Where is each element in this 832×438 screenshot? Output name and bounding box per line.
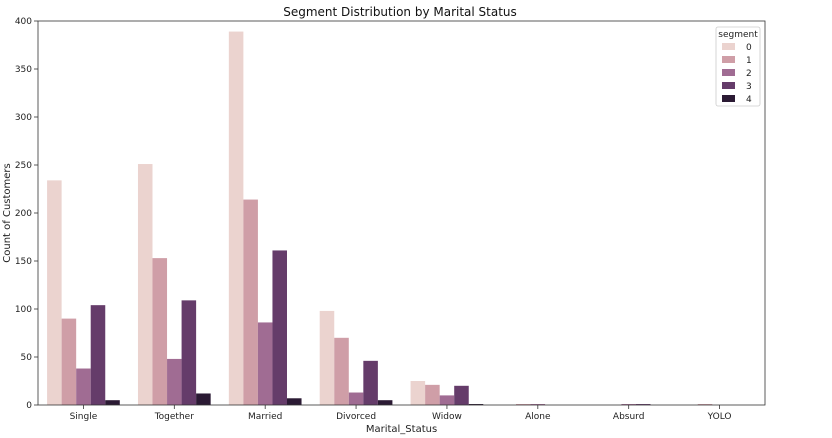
y-tick-label: 200 <box>15 209 32 219</box>
legend-label-3: 3 <box>746 82 752 92</box>
bar-widow-segment-1 <box>425 384 440 405</box>
x-tick-label: YOLO <box>707 412 732 422</box>
legend-swatch-0 <box>722 43 735 50</box>
bar-married-segment-0 <box>228 31 244 406</box>
bar-single-segment-0 <box>47 180 62 405</box>
bar-married-segment-2 <box>257 322 273 405</box>
legend-label-4: 4 <box>746 95 752 105</box>
x-tick-label: Widow <box>432 412 462 422</box>
bar-married-segment-3 <box>272 250 287 405</box>
bar-divorced-segment-3 <box>363 360 378 405</box>
y-tick-label: 350 <box>15 65 32 75</box>
bar-single-segment-2 <box>76 368 91 405</box>
y-tick-label: 50 <box>21 353 33 363</box>
bar-together-segment-0 <box>137 164 153 405</box>
y-tick-label: 100 <box>15 305 32 315</box>
legend-swatch-1 <box>722 56 735 63</box>
y-tick-label: 0 <box>26 401 32 411</box>
legend-label-0: 0 <box>746 43 752 53</box>
bar-widow-segment-2 <box>439 395 455 405</box>
bar-divorced-segment-0 <box>319 310 335 405</box>
x-tick-label: Together <box>154 412 194 422</box>
bar-together-segment-3 <box>181 300 197 405</box>
bar-together-segment-2 <box>167 358 182 405</box>
bar-together-segment-1 <box>152 258 168 405</box>
x-tick-label: Divorced <box>336 412 376 422</box>
legend-label-2: 2 <box>746 69 752 79</box>
legend-swatch-2 <box>722 69 735 76</box>
bar-alone-segment-2 <box>530 404 546 405</box>
y-axis: 0 50 100 150 200 250 300 350 400 <box>15 17 38 411</box>
legend-swatch-4 <box>722 95 735 102</box>
bar-married-segment-4 <box>286 398 302 405</box>
x-axis-label: Marital_Status <box>366 424 437 435</box>
bar-yolo-segment-1 <box>697 404 713 405</box>
bar-widow-segment-0 <box>410 381 426 405</box>
chart-title: Segment Distribution by Marital Status <box>283 5 517 19</box>
bar-single-segment-3 <box>90 305 106 405</box>
legend: segment 0 1 2 3 4 <box>715 26 761 107</box>
x-tick-label: Absurd <box>613 412 645 422</box>
bar-married-segment-1 <box>243 199 258 405</box>
bar-widow-segment-3 <box>454 385 469 405</box>
x-axis: Single Together Married Divorced Widow Alone A… <box>70 405 732 422</box>
bars-group <box>47 31 713 406</box>
bar-divorced-segment-1 <box>334 337 349 405</box>
y-tick-label: 400 <box>15 17 32 27</box>
legend-swatch-3 <box>722 82 735 89</box>
legend-title: segment <box>718 30 758 40</box>
y-axis-label: Count of Customers <box>2 163 13 262</box>
y-tick-label: 150 <box>15 257 32 267</box>
bar-absurd-segment-2 <box>621 404 636 405</box>
bar-single-segment-1 <box>61 318 77 405</box>
x-tick-label: Single <box>70 412 98 422</box>
bar-widow-segment-4 <box>468 404 484 405</box>
y-tick-label: 250 <box>15 161 32 171</box>
bar-divorced-segment-4 <box>377 400 393 405</box>
legend-label-1: 1 <box>746 56 752 66</box>
x-tick-label: Alone <box>525 412 551 422</box>
bar-together-segment-4 <box>196 393 211 405</box>
y-tick-label: 300 <box>15 113 32 123</box>
bar-single-segment-4 <box>105 400 120 405</box>
bar-absurd-segment-3 <box>635 404 651 405</box>
bar-divorced-segment-2 <box>348 392 364 405</box>
x-tick-label: Married <box>248 412 282 422</box>
bar-alone-segment-1 <box>516 404 531 405</box>
